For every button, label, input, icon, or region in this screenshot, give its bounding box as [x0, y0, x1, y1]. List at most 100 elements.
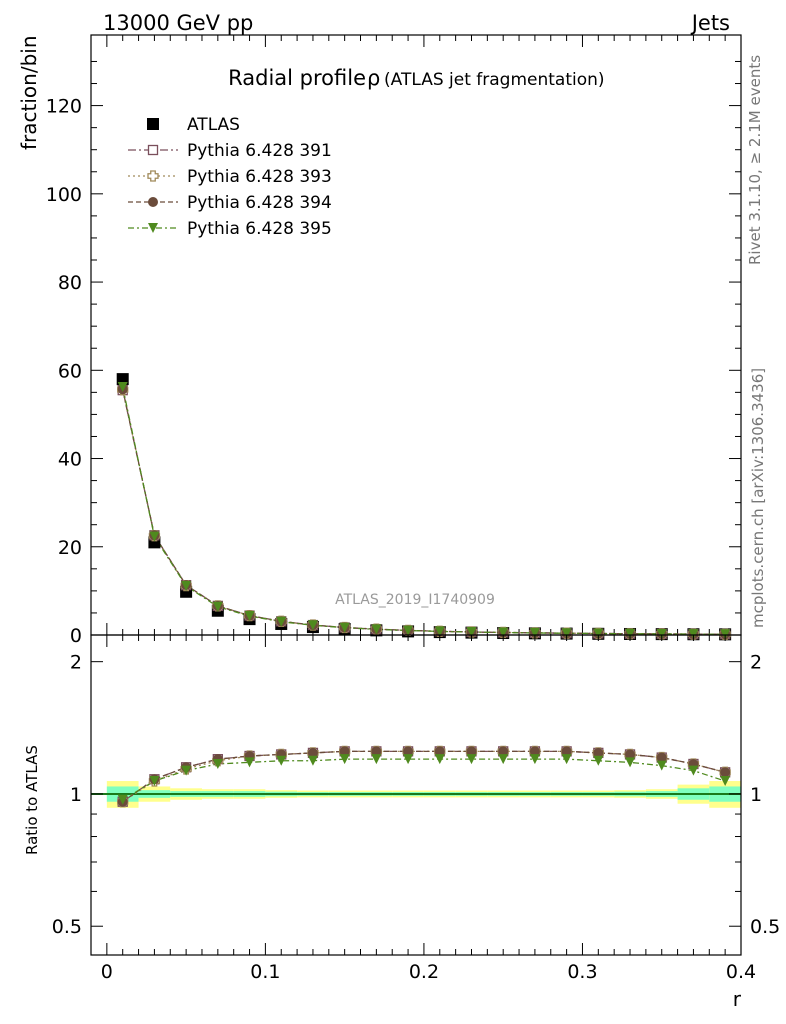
x-tick-label: 0.1: [250, 961, 280, 983]
data-point: [466, 627, 477, 638]
data-point: [371, 624, 382, 635]
data-point: [656, 628, 667, 639]
main-title: Radial profile: [228, 66, 366, 90]
legend-label: ATLAS: [187, 115, 240, 135]
data-point: [339, 746, 350, 757]
data-point: [720, 629, 731, 640]
y-tick-label: 0: [70, 625, 82, 647]
data-point: [149, 776, 160, 787]
data-point: [498, 754, 509, 765]
analysis-watermark: ATLAS_2019_I1740909: [335, 592, 495, 608]
data-point: [720, 767, 731, 778]
data-point: [181, 581, 192, 592]
rivet-label: Rivet 3.1.10, ≥ 2.1M events: [746, 55, 764, 265]
data-point: [116, 373, 129, 386]
ratio-frame: [90, 634, 742, 956]
data-point: [339, 622, 350, 633]
y-tick-label: 80: [58, 272, 82, 294]
x-tick-label: 0.2: [409, 961, 439, 983]
main-ticks: 0 20 40 60 80 100 120: [46, 35, 742, 647]
main-subtitle: (ATLAS jet fragmentation): [384, 70, 605, 90]
data-point: [561, 754, 572, 765]
data-point: [625, 757, 636, 768]
y-tick-label: 20: [58, 537, 82, 559]
data-point: [593, 747, 604, 758]
data-point: [466, 746, 477, 757]
data-point: [307, 755, 318, 766]
data-point: [403, 746, 414, 757]
data-point: [147, 170, 159, 182]
x-tick-label: 0: [101, 961, 113, 983]
data-point: [656, 752, 667, 763]
mcplots-label: mcplots.cern.ch [arXiv:1306.3436]: [749, 368, 767, 628]
x-tick-label: 0.3: [567, 961, 597, 983]
data-point: [371, 746, 382, 757]
legend-label: Pythia 6.428 394: [187, 193, 332, 213]
data-point: [561, 628, 572, 639]
y-tick-label: 100: [46, 184, 82, 206]
data-point: [561, 746, 572, 757]
data-point: [117, 382, 128, 393]
data-point: [148, 197, 158, 207]
data-point: [181, 765, 192, 776]
data-point: [434, 754, 445, 765]
data-point: [434, 746, 445, 757]
data-point: [593, 628, 604, 639]
legend-label: Pythia 6.428 391: [187, 141, 332, 161]
ratio-series: [117, 745, 731, 808]
data-point: [307, 747, 318, 758]
legend: ATLAS Pythia 6.428 391 Pythia 6.428 393 Pyt…: [128, 115, 332, 239]
x-axis-label: r: [733, 987, 742, 1011]
data-point: [656, 760, 667, 771]
data-point: [371, 754, 382, 765]
data-point: [147, 144, 159, 156]
data-point: [147, 118, 159, 130]
ratio-y-tick-label: 1: [70, 784, 82, 806]
legend-label: Pythia 6.428 393: [187, 167, 332, 187]
data-point: [244, 611, 255, 622]
data-point: [498, 746, 509, 757]
data-point: [307, 620, 318, 631]
data-point: [212, 758, 223, 769]
header-right: Jets: [690, 11, 730, 35]
data-point: [688, 629, 699, 640]
data-point: [529, 746, 540, 757]
ratio-y-tick-label-right: 2: [750, 652, 762, 674]
data-point: [434, 626, 445, 637]
data-point: [688, 765, 699, 776]
data-point: [244, 757, 255, 768]
data-point: [720, 776, 731, 787]
data-point: [498, 627, 509, 638]
data-point: [403, 625, 414, 636]
y-tick-label: 40: [58, 449, 82, 471]
data-point: [593, 755, 604, 766]
data-point: [276, 616, 287, 627]
ratio-y-tick-label: 2: [70, 652, 82, 674]
data-point: [625, 628, 636, 639]
data-point: [276, 755, 287, 766]
main-panel: 0 20 40 60 80 100 120 Radial profile ρ (ATLAS …: [17, 34, 742, 647]
data-point: [339, 754, 350, 765]
data-point: [529, 754, 540, 765]
ratio-y-tick-label: 0.5: [52, 916, 82, 938]
main-series: [116, 373, 732, 641]
x-tick-label: 0.4: [726, 961, 756, 983]
data-point: [529, 627, 540, 638]
ratio-ticks: 0 0.1 0.2 0.3 0.4 0.5 0.5 1 1 2 2: [52, 635, 780, 983]
data-point: [403, 754, 414, 765]
ratio-series-line: [122, 758, 726, 801]
data-point: [117, 794, 128, 805]
title-rho: ρ: [367, 66, 380, 90]
ratio-y-tick-label-right: 0.5: [750, 916, 780, 938]
data-point: [466, 754, 477, 765]
ratio-y-tick-label-right: 1: [750, 784, 762, 806]
data-point: [148, 223, 158, 233]
legend-label: Pythia 6.428 395: [187, 219, 332, 239]
ratio-y-label: Ratio to ATLAS: [23, 745, 41, 855]
header-left: 13000 GeV pp: [103, 11, 253, 35]
data-point: [149, 531, 160, 542]
y-tick-label: 60: [58, 360, 82, 382]
y-tick-label: 120: [46, 96, 82, 118]
data-point: [212, 601, 223, 612]
